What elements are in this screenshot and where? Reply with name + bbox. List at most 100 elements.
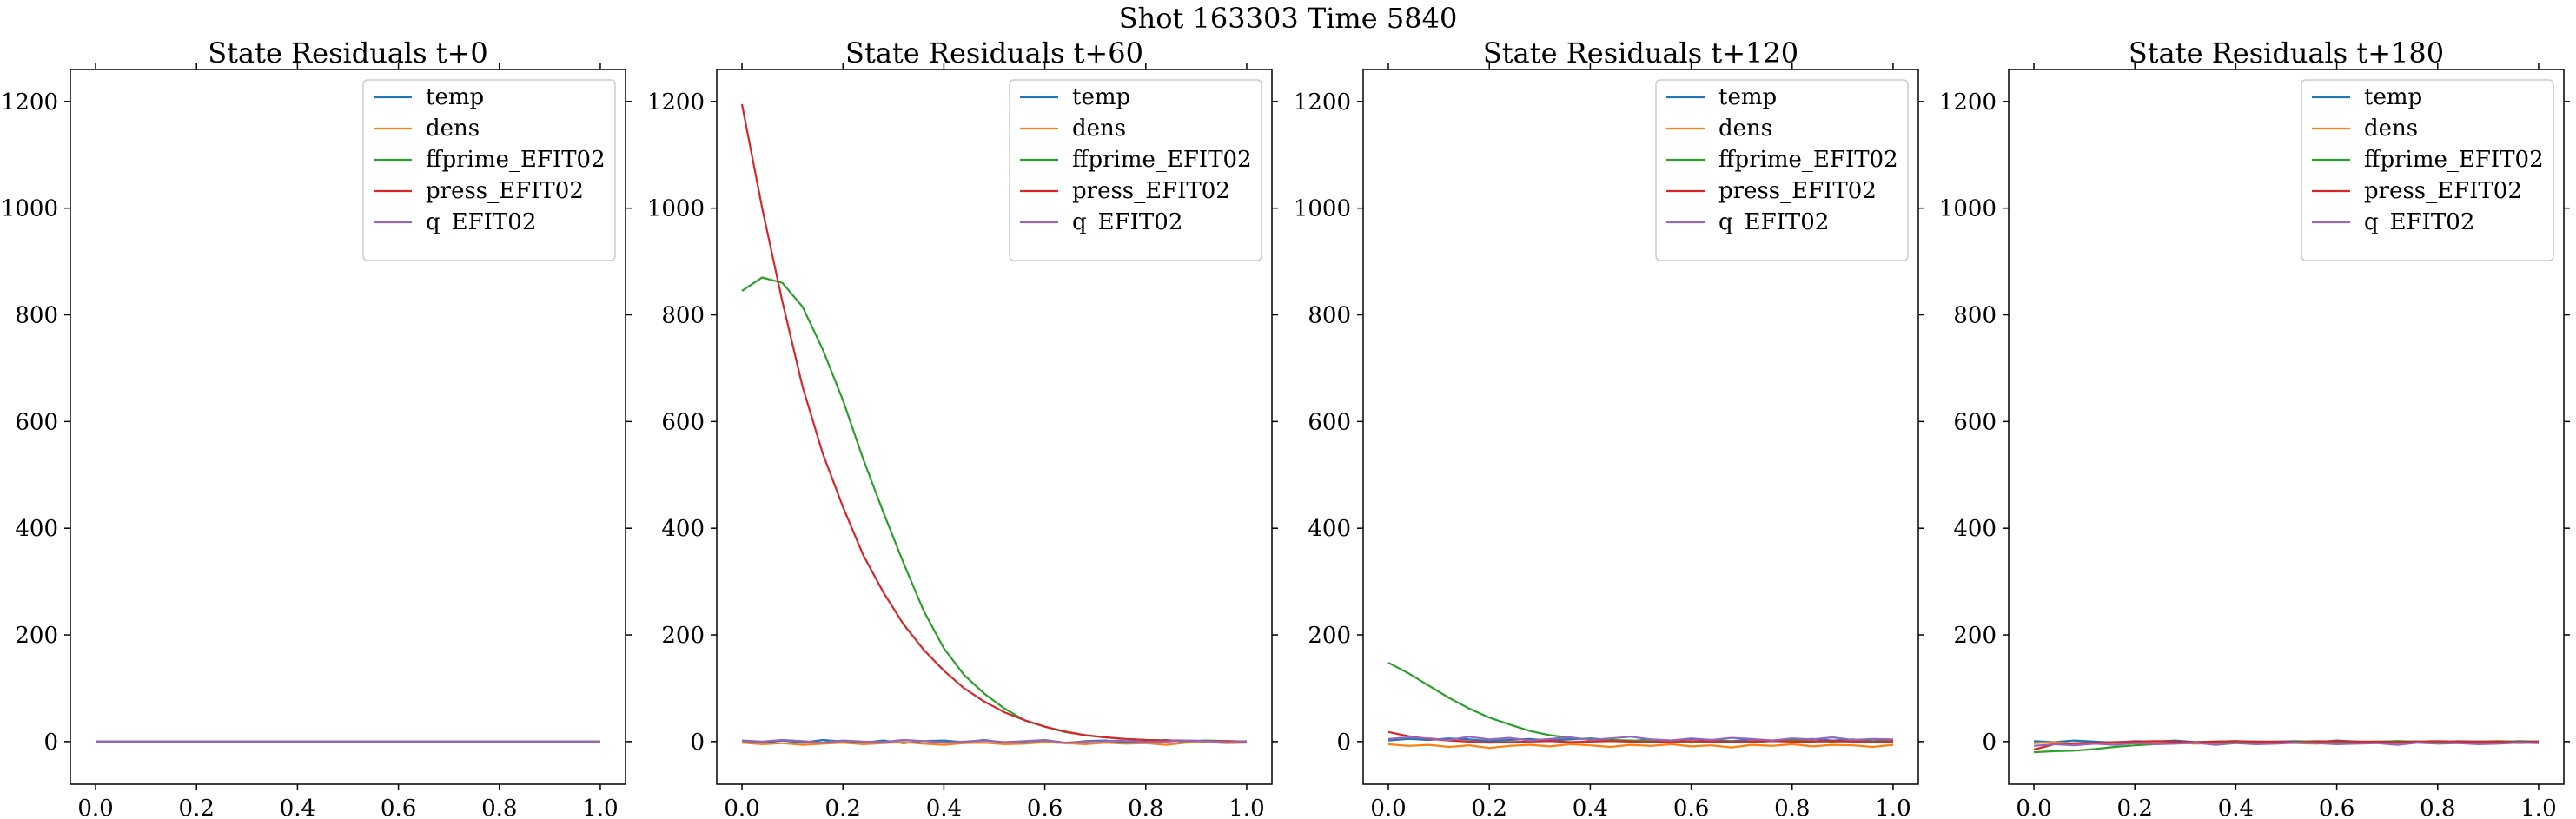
legend-label: ffprime_EFIT02 (2364, 147, 2544, 173)
y-tick-label: 1200 (1939, 89, 1997, 116)
y-tick-label: 0 (690, 730, 705, 756)
y-tick-label: 1000 (647, 196, 705, 222)
x-tick-label: 0.6 (1027, 796, 1063, 819)
figure-suptitle: Shot 163303 Time 5840 (1118, 2, 1458, 35)
y-tick-label: 200 (661, 623, 705, 649)
x-tick-label: 1.0 (582, 796, 618, 819)
y-tick-label: 800 (661, 303, 705, 329)
legend-label: q_EFIT02 (1072, 209, 1182, 235)
y-tick-label: 200 (1953, 623, 1997, 649)
axes-frame (716, 69, 1273, 785)
x-tick-label: 0.4 (280, 796, 315, 819)
series-line-ffprime-efit02 (1387, 662, 1894, 744)
subplot-0: State Residuals t+0 0.0 0.2 0.4 0.6 0.8 1.0 0 20… (1, 36, 632, 819)
subplot-title: State Residuals t+180 (2129, 36, 2444, 69)
y-tick-label: 1000 (1, 196, 58, 222)
subplot-title: State Residuals t+120 (1483, 36, 1798, 69)
legend-label: dens (1072, 116, 1126, 142)
legend-label: q_EFIT02 (426, 209, 536, 235)
y-tick-label: 0 (43, 730, 58, 756)
legend-label: dens (426, 116, 480, 142)
series-line-dens (741, 741, 1248, 746)
series-line-ffprime-efit02 (741, 276, 1248, 743)
y-tick-label: 800 (15, 303, 58, 329)
x-tick-label: 0.0 (2016, 796, 2051, 819)
x-tick-label: 0.6 (1673, 796, 1709, 819)
series-line-q-efit02 (741, 738, 1248, 744)
y-tick-label: 0 (1982, 730, 1997, 756)
subplot-1: State Residuals t+60 0.0 0.2 0.4 0.6 0.8 1.0 0 2… (647, 36, 1278, 819)
y-tick-label: 400 (15, 516, 58, 542)
y-tick-label: 600 (1308, 409, 1351, 435)
legend-label: temp (1072, 84, 1130, 110)
x-tick-label: 0.0 (1370, 796, 1406, 819)
x-tick-label: 0.2 (1472, 796, 1507, 819)
subplot-title: State Residuals t+60 (845, 36, 1143, 69)
x-tick-label: 0.2 (825, 796, 861, 819)
subplot-3: State Residuals t+180 0.0 0.2 0.4 0.6 0.8 1.0 0… (1939, 36, 2570, 819)
x-tick-label: 0.4 (2218, 796, 2254, 819)
series-line-dens (1387, 743, 1894, 750)
y-tick-label: 400 (661, 516, 705, 542)
legend-label: press_EFIT02 (2364, 178, 2522, 204)
x-tick-label: 0.8 (481, 796, 517, 819)
series-line-q-efit02 (1387, 736, 1894, 742)
axes-frame (70, 69, 626, 785)
y-tick-label: 800 (1953, 303, 1997, 329)
series-line-press-efit02 (740, 103, 1248, 743)
y-tick-label: 1000 (1939, 196, 1997, 222)
y-tick-label: 1200 (1, 89, 58, 116)
legend-label: ffprime_EFIT02 (1072, 147, 1252, 173)
subplot-2: State Residuals t+120 0.0 0.2 0.4 0.6 0.8 1.0 0… (1294, 36, 1924, 819)
y-tick-label: 0 (1336, 730, 1351, 756)
axes-frame (1362, 69, 1919, 785)
legend-label: dens (1718, 116, 1772, 142)
legend-label: ffprime_EFIT02 (1718, 147, 1898, 173)
y-tick-label: 600 (15, 409, 58, 435)
axes-frame (2008, 69, 2565, 785)
y-tick-label: 200 (1308, 623, 1351, 649)
series-line-press-efit02 (1387, 730, 1894, 744)
legend-label: press_EFIT02 (1072, 178, 1230, 204)
y-tick-label: 600 (661, 409, 705, 435)
legend-box (2301, 79, 2554, 261)
legend-box (1009, 79, 1262, 261)
legend-label: ffprime_EFIT02 (426, 147, 606, 173)
y-tick-label: 400 (1953, 516, 1997, 542)
x-tick-label: 0.4 (1573, 796, 1608, 819)
x-tick-label: 0.6 (2319, 796, 2354, 819)
y-tick-label: 200 (15, 623, 58, 649)
legend-label: q_EFIT02 (1718, 209, 1829, 235)
x-tick-label: 1.0 (1875, 796, 1910, 819)
x-tick-label: 0.2 (179, 796, 215, 819)
x-tick-label: 0.8 (1128, 796, 1163, 819)
legend-label: press_EFIT02 (1718, 178, 1877, 204)
y-tick-label: 800 (1308, 303, 1351, 329)
legend-label: press_EFIT02 (426, 178, 584, 204)
x-tick-label: 0.2 (2117, 796, 2153, 819)
legend-box (362, 79, 616, 261)
legend-box (1655, 79, 1909, 261)
x-tick-label: 1.0 (1228, 796, 1264, 819)
x-tick-label: 0.4 (926, 796, 962, 819)
subplot-title: State Residuals t+0 (208, 36, 488, 69)
legend-label: temp (426, 84, 484, 110)
x-tick-label: 0.8 (2420, 796, 2455, 819)
x-tick-label: 0.8 (1774, 796, 1810, 819)
x-tick-label: 0.6 (381, 796, 416, 819)
legend-label: dens (2364, 116, 2418, 142)
y-tick-label: 1200 (1294, 89, 1351, 116)
legend-label: temp (1718, 84, 1777, 110)
legend-label: temp (2364, 84, 2422, 110)
x-tick-label: 0.0 (77, 796, 113, 819)
x-tick-label: 1.0 (2520, 796, 2556, 819)
y-tick-label: 600 (1953, 409, 1997, 435)
y-tick-label: 1200 (647, 89, 705, 116)
series-line-press-efit02 (2033, 740, 2540, 751)
legend-label: q_EFIT02 (2364, 209, 2474, 235)
y-tick-label: 1000 (1294, 196, 1351, 222)
series-line-q-efit02 (2033, 741, 2540, 747)
x-tick-label: 0.0 (724, 796, 759, 819)
